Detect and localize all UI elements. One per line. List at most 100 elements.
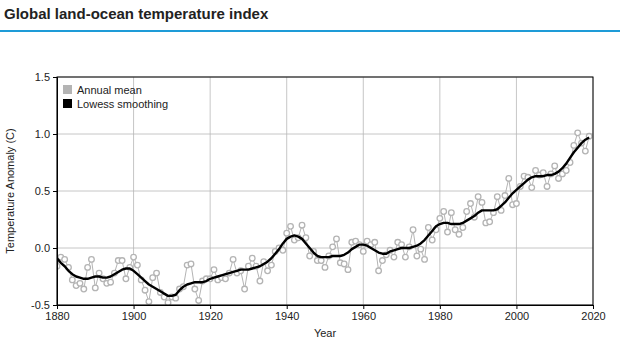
- series-marker: [502, 193, 508, 199]
- x-axis-title: Year: [314, 327, 337, 339]
- series-marker: [288, 224, 294, 230]
- y-tick: -0.5: [31, 299, 57, 311]
- x-tick: 2020: [581, 305, 605, 322]
- series-marker: [96, 270, 102, 276]
- series-marker: [506, 176, 512, 182]
- x-tick-label: 1880: [45, 310, 69, 322]
- x-tick-label: 2020: [581, 310, 605, 322]
- series-marker: [422, 257, 428, 263]
- series-marker: [575, 130, 581, 136]
- y-axis-title: Temperature Anomaly (C): [4, 128, 16, 253]
- x-tick: 2000: [505, 305, 529, 322]
- series-marker: [334, 236, 340, 242]
- series-marker: [146, 299, 152, 305]
- series-marker: [418, 246, 424, 252]
- series-line: [57, 133, 589, 303]
- series-marker: [62, 257, 68, 263]
- x-tick-label: 1980: [428, 310, 452, 322]
- series-marker: [345, 267, 351, 273]
- legend: Annual mean Lowess smoothing: [63, 84, 168, 110]
- y-tick-label: 0.0: [35, 242, 50, 254]
- plot-area: [57, 130, 592, 305]
- title-rule: [0, 30, 620, 32]
- series-marker: [77, 281, 83, 287]
- series-marker: [92, 285, 98, 291]
- x-tick: 1900: [122, 305, 146, 322]
- series-marker: [437, 216, 443, 222]
- series-marker: [119, 258, 125, 264]
- series-marker: [380, 258, 386, 264]
- series-marker: [494, 194, 500, 200]
- y-tick: 0.5: [35, 185, 57, 197]
- series-marker: [468, 201, 474, 207]
- legend-swatch: [63, 85, 72, 94]
- grid-line-y: [57, 134, 593, 135]
- series-marker: [242, 286, 248, 292]
- series-marker: [89, 257, 95, 263]
- y-tick-mark: [53, 248, 57, 249]
- series-marker: [188, 261, 194, 267]
- series-marker: [211, 267, 217, 273]
- x-tick-mark: [134, 305, 135, 309]
- y-tick-mark: [53, 134, 57, 135]
- x-tick: 1960: [352, 305, 376, 322]
- series-marker: [429, 237, 435, 243]
- series-marker: [414, 253, 420, 259]
- x-tick-mark: [516, 305, 517, 309]
- series-marker: [284, 230, 290, 236]
- series-marker: [529, 185, 535, 191]
- series-marker: [391, 254, 397, 260]
- x-tick-label: 1920: [198, 310, 222, 322]
- series-marker: [165, 300, 171, 305]
- series-marker: [322, 265, 328, 271]
- x-axis-line: [58, 306, 594, 310]
- series-marker: [265, 268, 271, 274]
- x-tick: 1920: [198, 305, 222, 322]
- legend-label: Annual mean: [77, 84, 142, 96]
- legend-label: Lowess smoothing: [77, 98, 168, 110]
- y-tick-mark: [53, 191, 57, 192]
- series-marker: [223, 276, 229, 282]
- x-tick-label: 1940: [275, 310, 299, 322]
- series-marker: [479, 200, 485, 206]
- series-marker: [257, 278, 263, 284]
- y-tick-label: 0.5: [35, 185, 50, 197]
- series-marker: [192, 286, 198, 292]
- series-marker: [426, 225, 432, 231]
- y-tick-mark: [53, 77, 57, 78]
- grid-line-y: [57, 248, 593, 249]
- series-marker: [460, 225, 466, 231]
- y-tick-label: -0.5: [31, 299, 50, 311]
- grid-line-y: [57, 191, 593, 192]
- x-tick-mark: [363, 305, 364, 309]
- x-tick-mark: [440, 305, 441, 309]
- y-tick: 0.0: [35, 242, 57, 254]
- series-marker: [552, 163, 558, 169]
- series-marker: [544, 184, 550, 190]
- series-marker: [514, 201, 520, 207]
- y-tick-label: 1.0: [35, 128, 50, 140]
- title: Global land-ocean temperature index: [4, 5, 269, 22]
- series-marker: [475, 194, 481, 200]
- series-marker: [108, 279, 114, 285]
- x-axis: 1880 1900 1920 1940 1960 1980 2000 2020: [45, 305, 605, 322]
- y-tick-label: 1.5: [35, 71, 50, 83]
- series-marker: [131, 254, 137, 260]
- y-tick-mark: [53, 305, 57, 306]
- series-marker: [487, 219, 493, 225]
- series-marker: [330, 244, 336, 250]
- series-marker: [399, 242, 405, 248]
- series-marker: [445, 229, 451, 235]
- series-marker: [249, 255, 255, 261]
- series-marker: [81, 286, 87, 292]
- series-marker: [299, 222, 305, 228]
- series-marker: [441, 209, 447, 215]
- series-marker: [403, 254, 409, 260]
- series-marker: [135, 262, 141, 268]
- x-tick-mark: [287, 305, 288, 309]
- series-marker: [196, 298, 202, 304]
- series-marker: [563, 168, 569, 174]
- series-marker: [269, 262, 275, 268]
- series-line: [57, 137, 589, 295]
- series-marker: [123, 276, 129, 282]
